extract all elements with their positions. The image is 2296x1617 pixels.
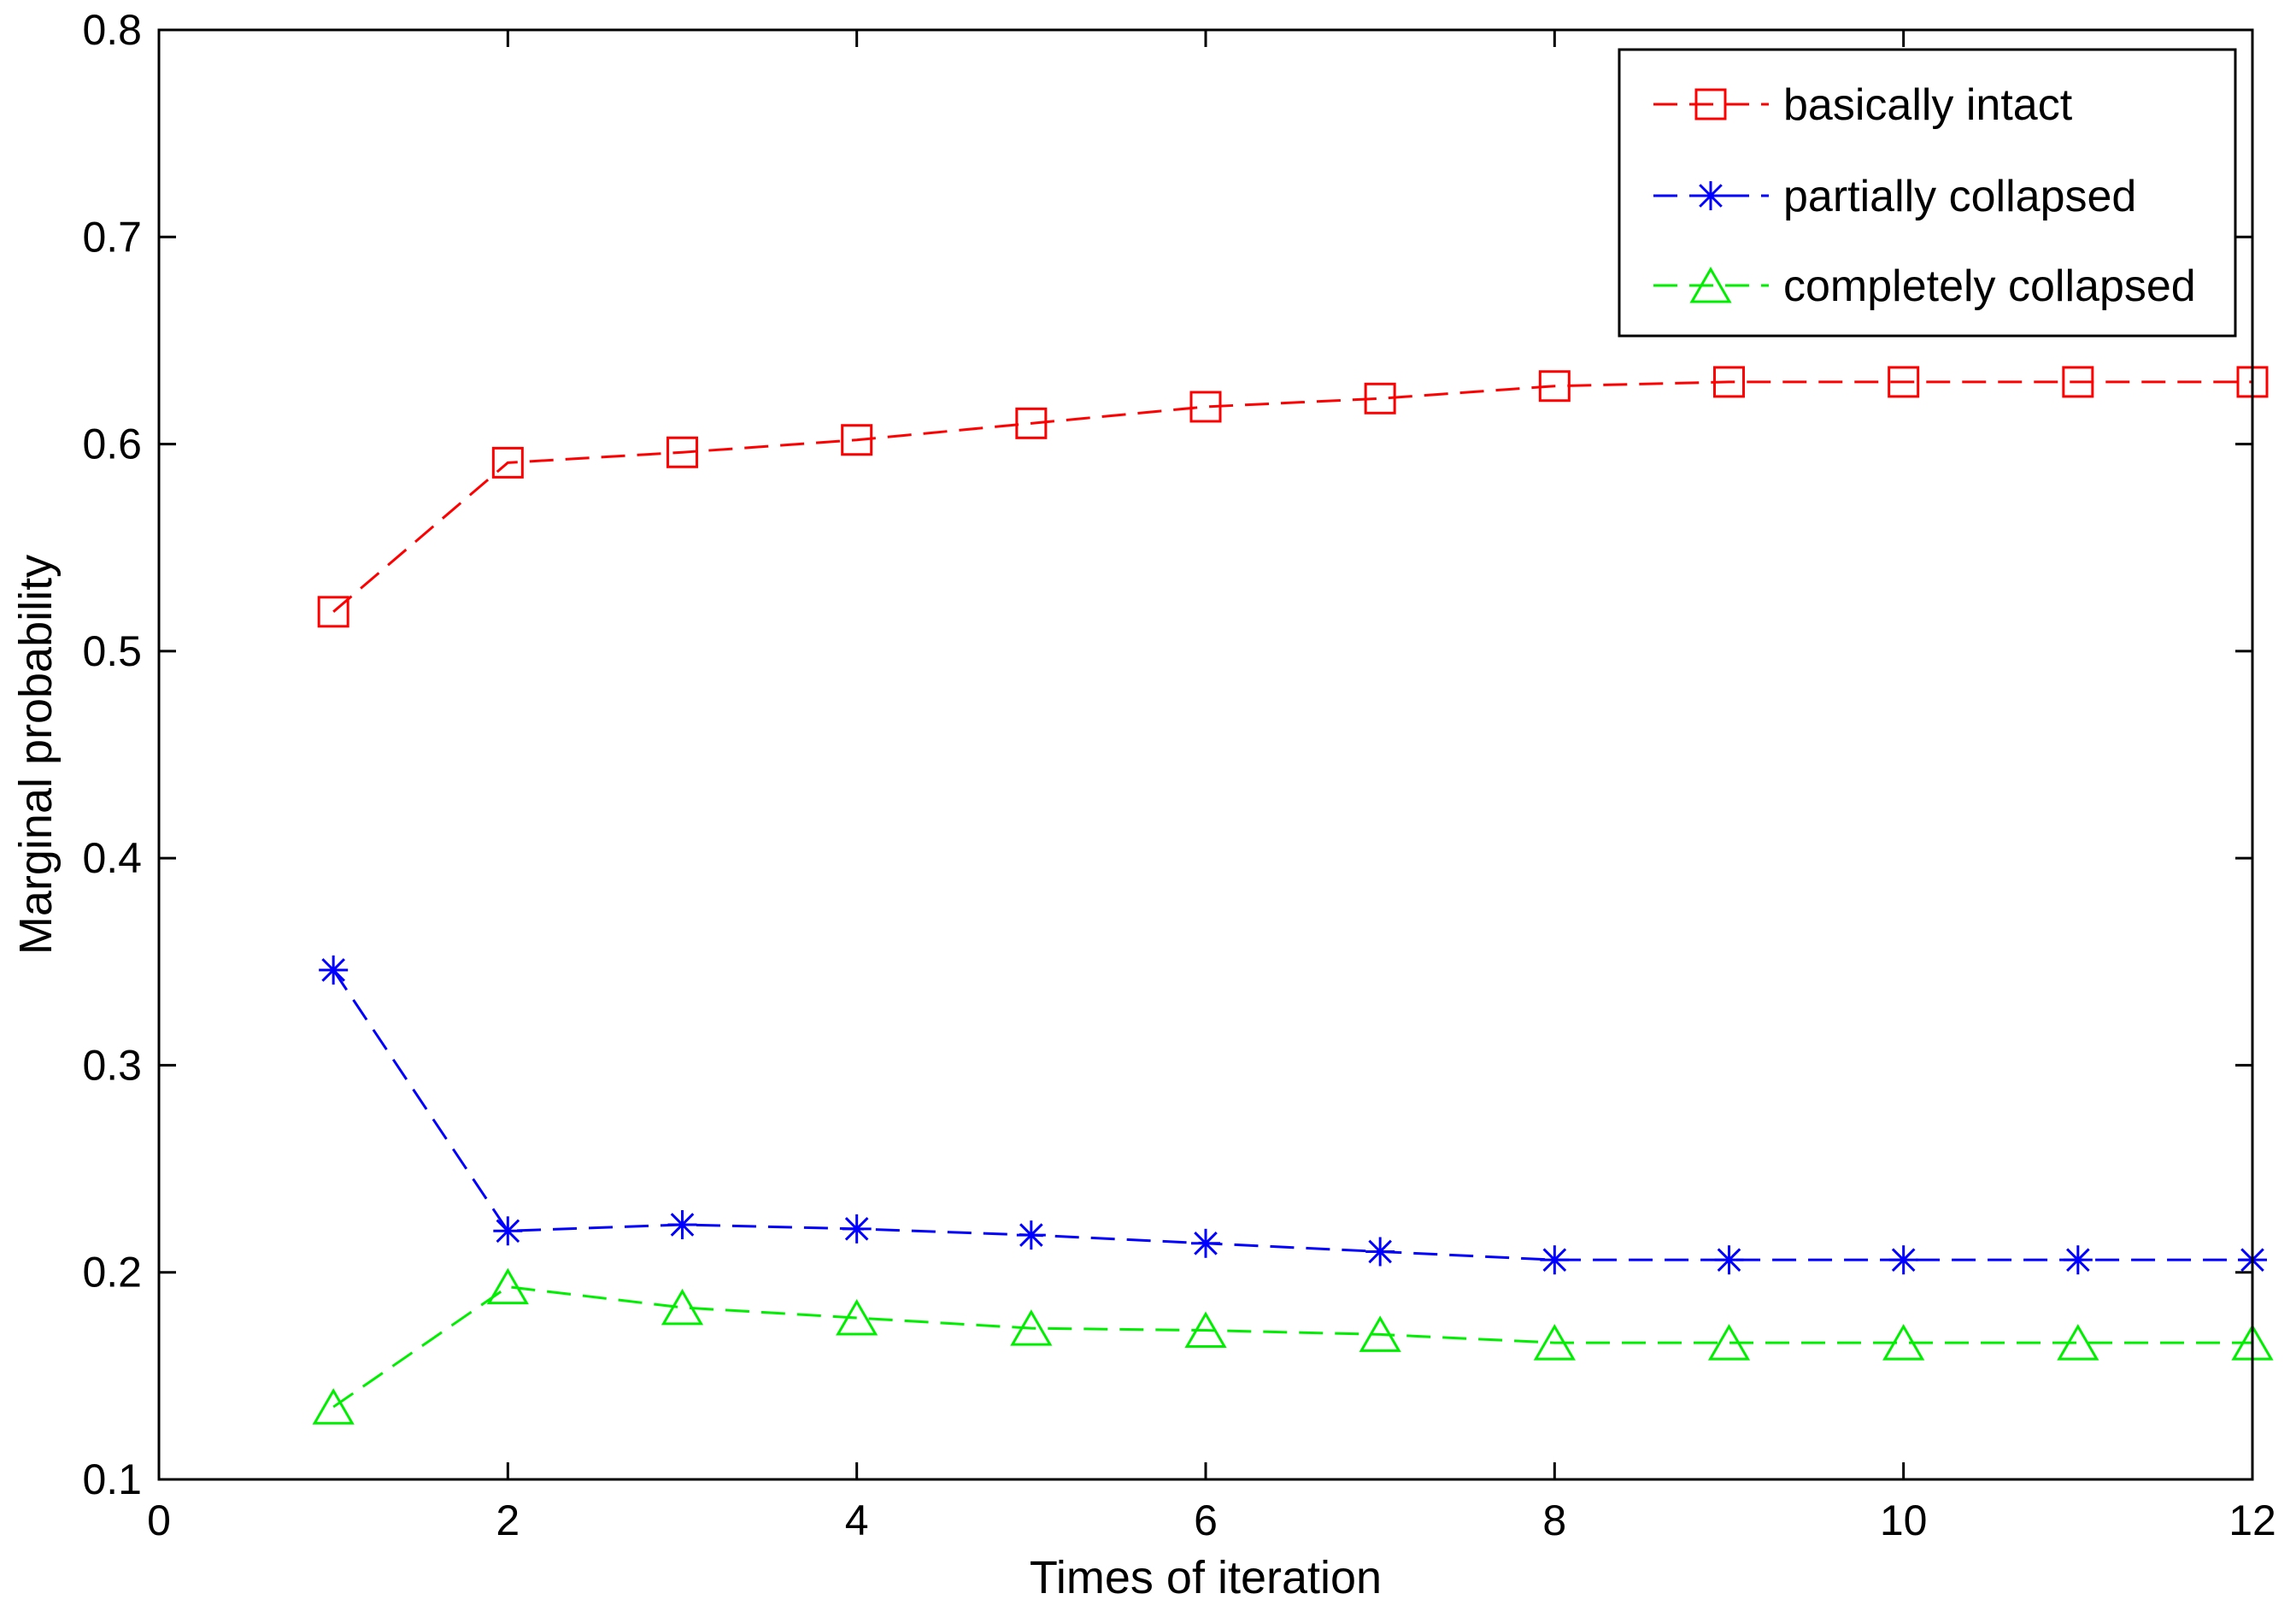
data-point — [661, 1288, 704, 1326]
data-point — [1184, 1311, 1227, 1349]
data-point — [667, 1209, 697, 1239]
data-point — [666, 436, 698, 468]
legend-entry: basically intact — [1653, 80, 2073, 130]
data-point — [486, 1267, 529, 1305]
data-point — [312, 1388, 355, 1425]
data-point — [491, 446, 524, 479]
legend-entry: completely collapsed — [1653, 262, 2196, 311]
x-axis-label: Times of iteration — [1030, 1552, 1382, 1603]
x-tick-label: 6 — [1194, 1496, 1218, 1544]
data-point — [1191, 1228, 1220, 1258]
series-line — [332, 1285, 2252, 1408]
data-point — [1010, 1309, 1053, 1346]
x-tick-label: 2 — [496, 1496, 520, 1544]
legend-marker — [1696, 181, 1725, 210]
data-point — [1713, 366, 1745, 398]
legend: basically intact partially collapsed compl… — [1618, 48, 2237, 338]
data-point — [1538, 370, 1571, 403]
axes-layer: 0 2 4 6 8 10 12 0.1 0.2 0.3 0.4 0.5 0.6 0.7 0.8 — [82, 6, 2275, 1544]
data-point — [1540, 1245, 1570, 1275]
x-tick-label: 10 — [1880, 1496, 1928, 1544]
data-point — [1364, 382, 1396, 415]
data-point — [836, 1299, 878, 1336]
data-point — [2057, 1324, 2099, 1361]
x-tick-label: 4 — [845, 1496, 869, 1544]
legend-marker — [1694, 88, 1727, 121]
y-tick-label: 0.5 — [82, 627, 142, 675]
data-point — [319, 955, 349, 985]
data-point — [1359, 1315, 1401, 1352]
y-tick-label: 0.8 — [82, 6, 142, 54]
data-point — [1888, 1245, 1918, 1275]
data-point — [2063, 1245, 2093, 1275]
legend-entry: partially collapsed — [1653, 172, 2136, 221]
y-tick-label: 0.3 — [82, 1041, 142, 1089]
data-point — [1189, 391, 1222, 423]
x-tick-label: 12 — [2228, 1496, 2276, 1544]
series-line — [332, 380, 2252, 613]
x-tick-label: 0 — [147, 1496, 171, 1544]
data-point — [841, 424, 873, 456]
data-point — [1533, 1324, 1576, 1361]
data-point — [493, 1216, 523, 1246]
legend-marker — [1689, 267, 1732, 303]
y-tick-label: 0.2 — [82, 1249, 142, 1297]
x-tick-label: 8 — [1542, 1496, 1566, 1544]
y-tick-label: 0.1 — [82, 1455, 142, 1503]
data-point — [1714, 1245, 1744, 1275]
data-point — [317, 596, 349, 628]
data-point — [1015, 407, 1048, 439]
legend-label: completely collapsed — [1783, 262, 2196, 311]
data-point — [1888, 366, 1920, 398]
legend-label: partially collapsed — [1783, 172, 2136, 221]
y-tick-label: 0.7 — [82, 213, 142, 261]
data-point — [1707, 1324, 1751, 1361]
series-line — [332, 969, 2252, 1261]
plot-frame — [157, 28, 2254, 1481]
data-point — [1016, 1220, 1046, 1250]
data-point — [1365, 1237, 1395, 1267]
y-axis-label: Marginal probability — [10, 555, 62, 955]
data-point — [1882, 1324, 1925, 1361]
data-point — [2062, 366, 2094, 398]
legend-label: basically intact — [1783, 80, 2073, 130]
y-tick-label: 0.6 — [82, 420, 142, 468]
y-tick-label: 0.4 — [82, 834, 142, 882]
data-point — [842, 1214, 872, 1244]
